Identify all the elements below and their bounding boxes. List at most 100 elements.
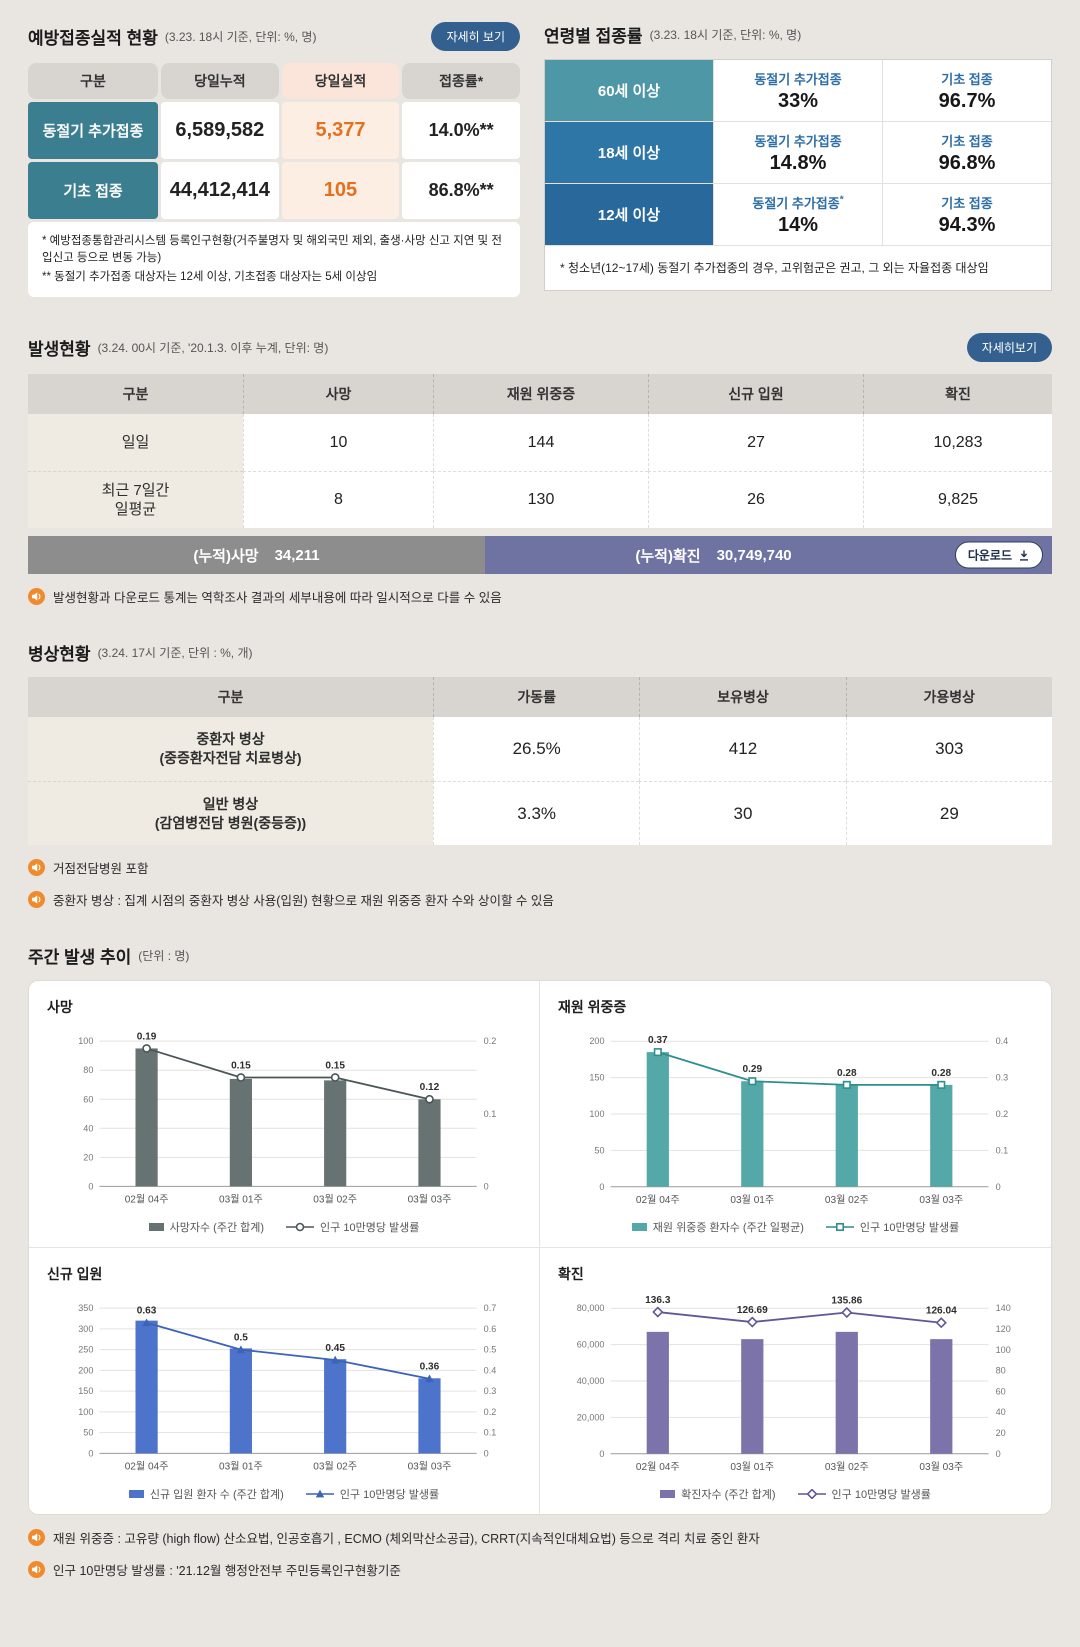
daily-severe: 144	[433, 414, 648, 472]
winter-booster-cell: 동절기 추가접종 33%	[713, 60, 882, 121]
col-header-admissions: 신규 입원	[648, 374, 863, 415]
svg-text:0.28: 0.28	[837, 1068, 857, 1079]
vaccination-detail-button[interactable]: 자세히 보기	[431, 22, 520, 51]
chart-title: 사망	[47, 999, 73, 1016]
age-group-label: 18세 이상	[545, 122, 713, 183]
age-row-12plus: 12세 이상 동절기 추가접종* 14% 기초 접종 94.3%	[545, 184, 1051, 246]
weekly-header: 주간 발생 추이 (단위 : 명)	[28, 943, 1052, 968]
svg-text:20: 20	[83, 1152, 93, 1162]
svg-text:0.3: 0.3	[996, 1073, 1009, 1083]
weekly-note-2: 인구 10만명당 발생률 : '21.12월 행정안전부 주민등록인구현황기준	[28, 1560, 1052, 1579]
basic-label: 기초 접종	[941, 133, 993, 149]
outbreak-table: 구분 사망 재원 위중증 신규 입원 확진 일일 10 144 27 10,28…	[28, 374, 1052, 529]
svg-text:03월 01주: 03월 01주	[219, 1194, 263, 1206]
svg-text:200: 200	[78, 1365, 93, 1375]
svg-text:0.29: 0.29	[742, 1064, 762, 1075]
winter-booster-label: 동절기 추가접종	[754, 71, 842, 87]
col-header-owned: 보유병상	[639, 677, 845, 718]
winter-booster-rate: 14.0%**	[402, 102, 520, 159]
svg-text:0.3: 0.3	[484, 1386, 497, 1396]
svg-text:100: 100	[589, 1109, 604, 1119]
age-rates-table: 60세 이상 동절기 추가접종 33% 기초 접종 96.7% 18세 이상 동…	[544, 59, 1052, 291]
outbreak-table-head: 구분 사망 재원 위중증 신규 입원 확진	[28, 374, 1052, 415]
svg-text:0.28: 0.28	[931, 1068, 951, 1079]
weekly-subtitle: (단위 : 명)	[138, 949, 190, 964]
cumulative-confirmed-label: (누적)확진	[635, 547, 701, 565]
cumulative-confirmed-value: 30,749,740	[716, 546, 792, 564]
svg-text:02월 04주: 02월 04주	[125, 1194, 169, 1206]
svg-text:03월 01주: 03월 01주	[730, 1194, 774, 1206]
winter-booster-label: 동절기 추가접종*	[752, 194, 844, 211]
basic-daily: 105	[281, 162, 400, 219]
download-button[interactable]: 다운로드	[954, 541, 1043, 569]
svg-text:50: 50	[594, 1145, 604, 1155]
svg-text:0: 0	[88, 1448, 93, 1458]
svg-text:0.12: 0.12	[420, 1082, 440, 1093]
row-label-winter-booster: 동절기 추가접종	[28, 102, 158, 159]
speaker-icon	[28, 1561, 45, 1579]
outbreak-row-daily: 일일 10 144 27 10,283	[28, 414, 1052, 472]
svg-text:0.1: 0.1	[484, 1428, 497, 1438]
age-row-60plus: 60세 이상 동절기 추가접종 33% 기초 접종 96.7%	[545, 60, 1051, 122]
note-text: 재원 위중증 : 고유량 (high flow) 산소요법, 인공호흡기 , E…	[53, 1532, 760, 1547]
svg-text:0.37: 0.37	[648, 1035, 668, 1046]
winter-booster-label: 동절기 추가접종	[754, 133, 842, 149]
winter-booster-cell: 동절기 추가접종* 14%	[713, 184, 882, 245]
svg-text:40: 40	[83, 1123, 93, 1133]
svg-text:20,000: 20,000	[577, 1412, 605, 1422]
chart-confirmed: 확진 0 20,000 40,000 60,000 80,000 0 20 40 60 80 100…	[540, 1248, 1051, 1514]
weekly-title: 주간 발생 추이	[28, 948, 132, 968]
outbreak-row-weekly-average: 최근 7일간 일평균 8 130 26 9,825	[28, 471, 1052, 529]
top-row: 예방접종실적 현황 (3.23. 18시 기준, 단위: %, 명) 자세히 보…	[28, 22, 1052, 298]
age-rates-subtitle: (3.23. 18시 기준, 단위: %, 명)	[649, 28, 802, 42]
outbreak-detail-button[interactable]: 자세히보기	[966, 333, 1052, 363]
winter-booster-daily: 5,377	[281, 102, 400, 159]
chart-legend: 사망자수 (주간 합계) 인구 10만명당 발생률	[47, 1219, 521, 1235]
row-label-basic-vaccination: 기초 접종	[28, 162, 158, 219]
svg-text:60: 60	[83, 1094, 93, 1104]
svg-text:0.45: 0.45	[325, 1343, 345, 1354]
speaker-icon	[28, 1529, 45, 1547]
svg-text:0.19: 0.19	[137, 1031, 157, 1042]
svg-text:02월 04주: 02월 04주	[636, 1194, 680, 1206]
svg-text:0: 0	[599, 1182, 604, 1192]
svg-text:0.2: 0.2	[484, 1407, 497, 1417]
vaccination-header: 예방접종실적 현황 (3.23. 18시 기준, 단위: %, 명) 자세히 보…	[28, 22, 520, 51]
age-group-label: 60세 이상	[545, 60, 713, 121]
svg-text:0.6: 0.6	[484, 1324, 497, 1334]
basic-value: 96.8%	[938, 151, 996, 174]
svg-text:0.1: 0.1	[484, 1109, 497, 1119]
svg-text:20: 20	[996, 1428, 1006, 1438]
svg-text:60,000: 60,000	[577, 1340, 605, 1350]
svg-text:0.4: 0.4	[484, 1365, 497, 1375]
chart-canvas: 0 50 100 150 200 250 300 350 0 0.1 0.2 0.3 0.4 0.5 0.6…	[47, 1288, 521, 1482]
svg-text:136.3: 136.3	[645, 1295, 671, 1306]
svg-text:03월 03주: 03월 03주	[408, 1194, 452, 1206]
svg-text:300: 300	[78, 1324, 93, 1334]
basic-value: 94.3%	[938, 213, 996, 236]
general-available: 29	[845, 781, 1052, 846]
avg-deaths: 8	[243, 471, 433, 529]
svg-text:50: 50	[83, 1428, 93, 1438]
icu-available: 303	[845, 717, 1052, 782]
outbreak-section: 발생현황 (3.24. 00시 기준, '20.1.3. 이후 누계, 단위: …	[28, 333, 1052, 606]
row-label: 일반 병상 (감염병전담 병원(중등증))	[28, 781, 433, 846]
note-text: 인구 10만명당 발생률 : '21.12월 행정안전부 주민등록인구현황기준	[53, 1564, 401, 1579]
outbreak-subtitle: (3.24. 00시 기준, '20.1.3. 이후 누계, 단위: 명)	[97, 341, 329, 356]
icu-owned: 412	[639, 717, 845, 782]
svg-text:0: 0	[484, 1181, 489, 1191]
cumulative-confirmed-bar: (누적)확진 30,749,740 다운로드	[485, 536, 1052, 575]
basic-vaccination-cell: 기초 접종 96.7%	[882, 60, 1051, 121]
vaccination-subtitle: (3.23. 18시 기준, 단위: %, 명)	[164, 30, 317, 44]
svg-text:03월 02주: 03월 02주	[313, 1461, 357, 1473]
svg-text:0: 0	[996, 1182, 1001, 1192]
age-row-18plus: 18세 이상 동절기 추가접종 14.8% 기초 접종 96.8%	[545, 122, 1051, 184]
svg-text:03월 01주: 03월 01주	[730, 1461, 774, 1473]
col-header-gubun: 구분	[122, 386, 149, 403]
speaker-icon	[28, 891, 45, 909]
svg-text:126.04: 126.04	[926, 1306, 957, 1317]
svg-text:0: 0	[599, 1449, 604, 1459]
column-header-gubun: 구분	[28, 63, 158, 99]
beds-header: 병상현황 (3.24. 17시 기준, 단위 : %, 개)	[28, 640, 1052, 665]
daily-deaths: 10	[243, 414, 433, 472]
